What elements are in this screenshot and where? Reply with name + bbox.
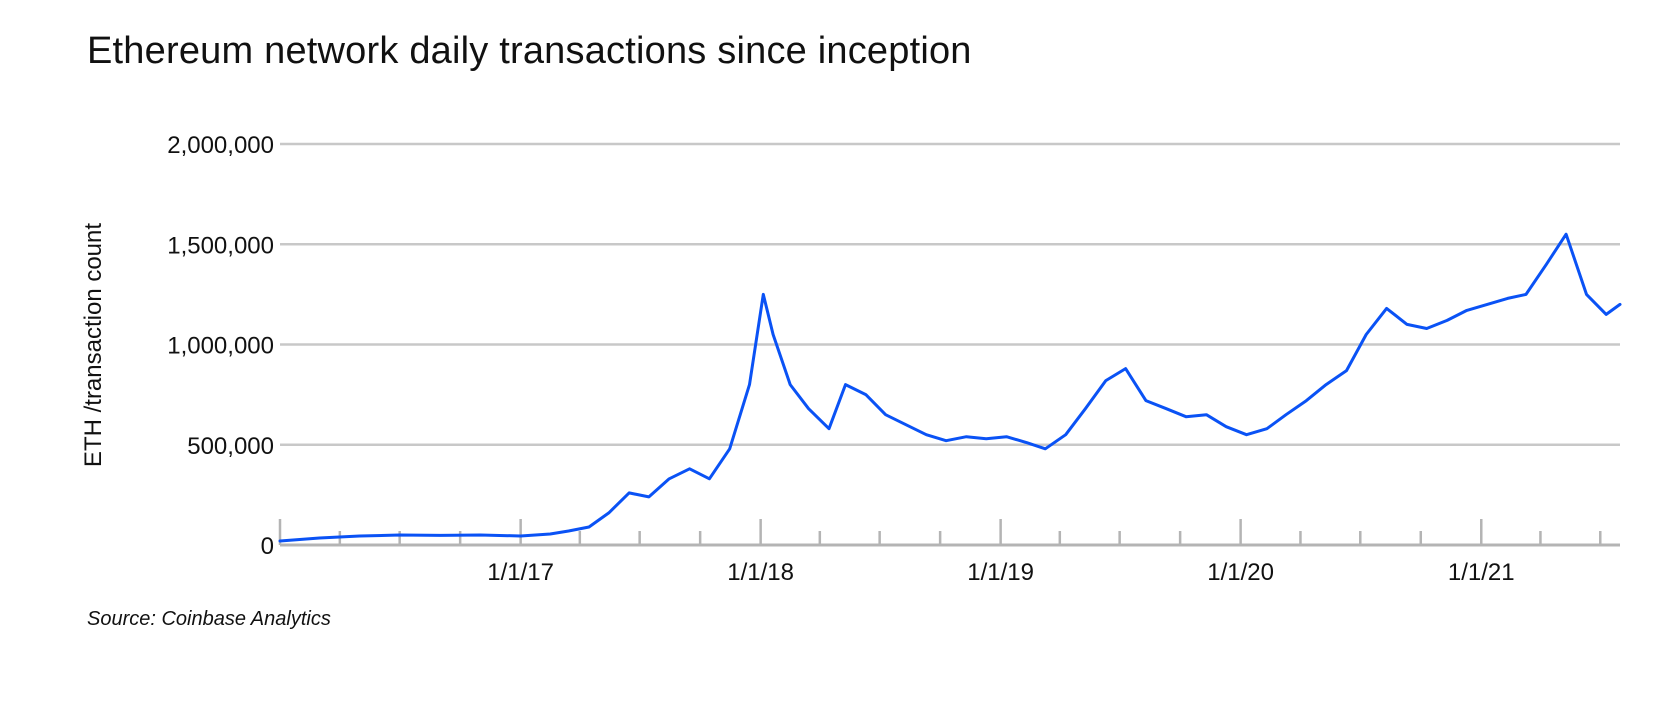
- gridlines: [280, 142, 1620, 446]
- series-line: [278, 232, 1622, 543]
- y-tick-label: 0: [261, 533, 274, 560]
- y-tick-label: 1,500,000: [167, 232, 274, 259]
- x-tick-label: 1/1/18: [727, 559, 794, 586]
- x-tick-label: 1/1/21: [1448, 559, 1515, 586]
- y-tick-label: 1,000,000: [167, 333, 274, 360]
- x-axis-tick-labels: 1/1/17 1/1/18 1/1/19 1/1/20 1/1/21: [487, 559, 1514, 586]
- x-tick-label: 1/1/19: [967, 559, 1034, 586]
- x-tick-label: 1/1/20: [1207, 559, 1274, 586]
- chart-title: Ethereum network daily transactions sinc…: [87, 30, 972, 72]
- y-tick-label: 500,000: [187, 433, 274, 460]
- source-note: Source: Coinbase Analytics: [87, 608, 331, 630]
- y-axis-title: ETH /transaction count: [80, 223, 107, 467]
- x-tick-label: 1/1/17: [487, 559, 554, 586]
- y-axis-tick-labels: 0 500,000 1,000,000 1,500,000 2,000,000: [167, 132, 274, 560]
- y-tick-label: 2,000,000: [167, 132, 274, 159]
- x-axis: [278, 519, 1620, 547]
- series-layer: [278, 232, 1622, 543]
